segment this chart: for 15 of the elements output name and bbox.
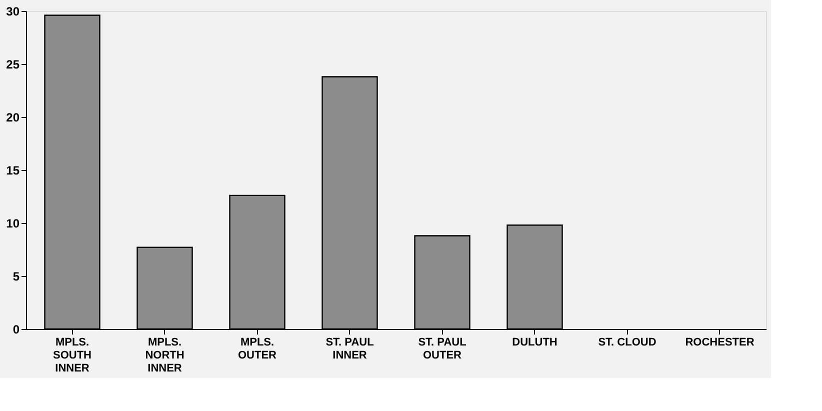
x-tick-label: ST. CLOUD [598, 336, 656, 348]
x-tick-label: ST. PAUL OUTER [418, 336, 467, 362]
y-tick-label: 5 [12, 270, 20, 284]
y-tick-label: 30 [6, 4, 20, 18]
y-tick-label: 20 [6, 110, 20, 124]
y-tick-label: 10 [6, 216, 20, 230]
y-tick-label: 25 [6, 58, 20, 72]
x-tick-label: DULUTH [512, 336, 558, 348]
x-tick-label: MPLS. SOUTH INNER [53, 336, 92, 374]
y-tick-label: 0 [12, 322, 20, 336]
x-tick-label: MPLS. NORTH INNER [145, 336, 184, 374]
y-tick-label: 15 [6, 164, 20, 178]
x-tick-label: MPLS. OUTER [238, 336, 277, 362]
x-tick-label: ROCHESTER [685, 336, 754, 348]
x-tick-label: ST. PAUL INNER [326, 336, 374, 362]
